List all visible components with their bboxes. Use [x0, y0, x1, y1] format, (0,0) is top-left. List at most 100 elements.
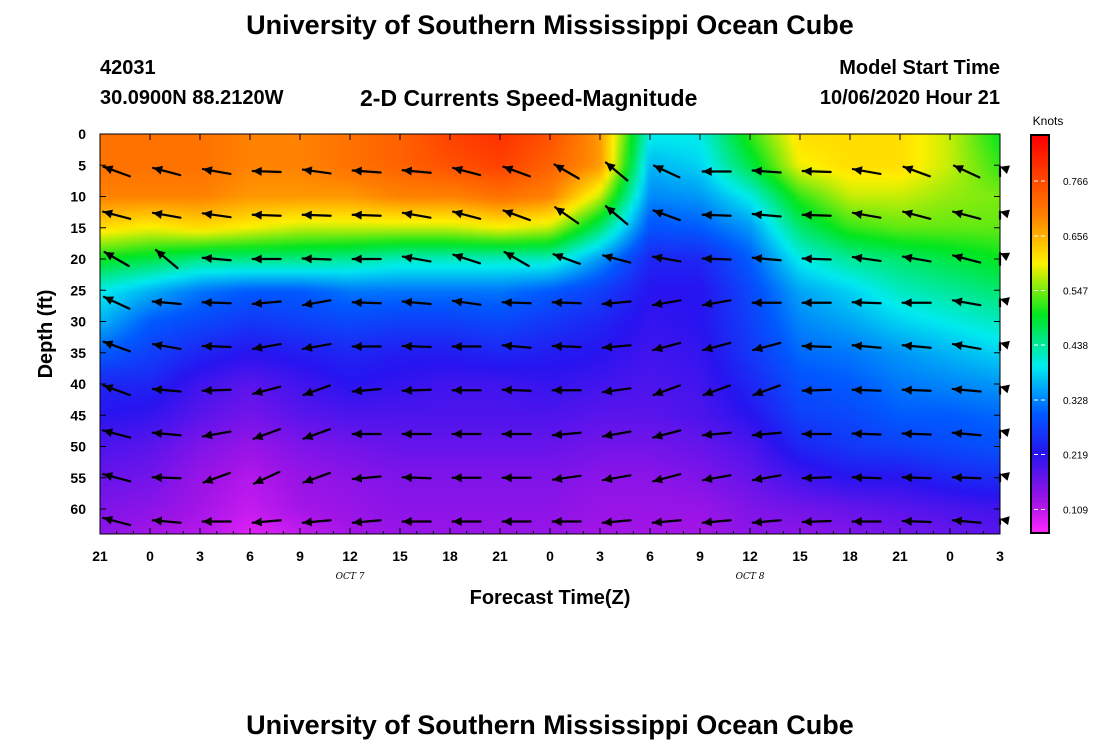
current-arrow: [998, 209, 1010, 220]
arrow-head: [453, 165, 464, 175]
y-tick-label: 35: [70, 345, 86, 361]
current-arrow: [651, 517, 682, 527]
arrow-head: [953, 165, 965, 174]
x-tick-label: 9: [296, 548, 304, 564]
current-arrow: [998, 165, 1010, 178]
current-vectors: [102, 161, 1011, 527]
current-arrow: [601, 430, 632, 440]
current-arrow: [102, 384, 131, 397]
current-arrow: [701, 167, 732, 176]
arrow-head: [703, 387, 714, 397]
arrow-head: [902, 429, 912, 439]
arrow-head: [303, 475, 314, 484]
arrow-head: [302, 299, 313, 309]
colorbar-unit-label: Knots: [1033, 114, 1064, 128]
current-arrow: [751, 474, 782, 484]
current-arrow: [401, 253, 432, 263]
current-arrow: [901, 385, 932, 395]
arrow-head: [502, 429, 512, 439]
arrow-head: [902, 385, 912, 395]
current-arrow: [501, 473, 532, 483]
arrow-head: [152, 429, 163, 439]
current-arrow: [451, 385, 482, 395]
arrow-head: [502, 517, 512, 526]
current-arrow: [651, 299, 682, 309]
current-arrow: [998, 297, 1010, 308]
current-arrow: [951, 341, 982, 351]
arrow-head: [953, 209, 964, 219]
x-tick-label: 6: [246, 548, 254, 564]
arrow-head: [352, 342, 362, 351]
current-arrow: [751, 254, 782, 264]
current-arrow: [851, 517, 882, 526]
station-coords: 30.0900N 88.2120W: [100, 87, 284, 109]
x-tick-label: 12: [742, 548, 758, 564]
current-arrow: [601, 474, 632, 484]
current-arrow: [154, 248, 179, 270]
arrow-head: [253, 387, 264, 396]
current-arrow: [801, 517, 832, 527]
current-arrow: [351, 210, 382, 220]
current-arrow: [801, 341, 832, 351]
current-arrow: [701, 254, 732, 264]
arrow-head: [802, 298, 812, 308]
x-tick-label: 0: [146, 548, 154, 564]
arrow-head: [402, 341, 412, 351]
arrow-head: [653, 165, 665, 174]
current-arrow: [901, 516, 932, 526]
current-arrow: [301, 342, 332, 352]
current-arrow: [998, 384, 1010, 395]
arrow-head: [852, 253, 863, 263]
current-arrow: [551, 429, 582, 439]
arrow-head: [352, 386, 363, 396]
current-arrow: [702, 384, 731, 397]
arrow-head: [1000, 340, 1010, 350]
current-arrow: [751, 429, 782, 439]
arrow-head: [952, 516, 963, 526]
y-tick-label: 60: [70, 501, 86, 517]
arrow-head: [605, 206, 616, 216]
current-arrow: [851, 298, 882, 308]
current-arrow: [452, 253, 482, 265]
arrow-head: [502, 298, 512, 308]
arrow-head: [752, 298, 762, 308]
colorbar-tick-label: 0.438: [1063, 341, 1088, 352]
arrow-head: [103, 165, 114, 175]
y-tick-label: 40: [70, 376, 86, 392]
arrow-head: [605, 162, 616, 172]
current-arrow: [102, 165, 131, 178]
arrow-head: [502, 385, 512, 395]
arrow-head: [402, 429, 412, 439]
arrow-head: [852, 298, 862, 308]
arrow-head: [452, 473, 462, 483]
current-arrow: [801, 298, 832, 308]
arrow-head: [802, 517, 812, 527]
current-arrow: [902, 165, 931, 178]
current-arrow: [951, 385, 982, 395]
arrow-head: [452, 297, 463, 307]
current-arrow: [202, 471, 231, 484]
current-arrow: [251, 298, 282, 308]
current-arrow: [801, 473, 832, 483]
current-arrow: [851, 253, 882, 263]
plot-title: 2-D Currents Speed-Magnitude: [360, 85, 698, 111]
arrow-head: [802, 341, 812, 351]
current-arrow: [151, 341, 182, 351]
current-arrow: [151, 209, 182, 219]
current-arrow: [951, 297, 982, 307]
current-arrow: [801, 254, 832, 264]
current-arrow: [651, 253, 682, 263]
arrow-head: [553, 253, 564, 262]
current-arrow: [401, 517, 432, 526]
arrow-head: [952, 341, 963, 351]
arrow-head: [202, 298, 212, 308]
current-arrow: [401, 385, 432, 395]
arrow-head: [702, 429, 713, 439]
current-arrow: [201, 517, 232, 526]
current-arrow: [652, 429, 682, 440]
arrow-head: [352, 517, 363, 527]
arrow-head: [452, 429, 462, 439]
arrow-head: [202, 210, 213, 220]
arrow-head: [103, 209, 114, 219]
current-arrow: [201, 210, 232, 220]
